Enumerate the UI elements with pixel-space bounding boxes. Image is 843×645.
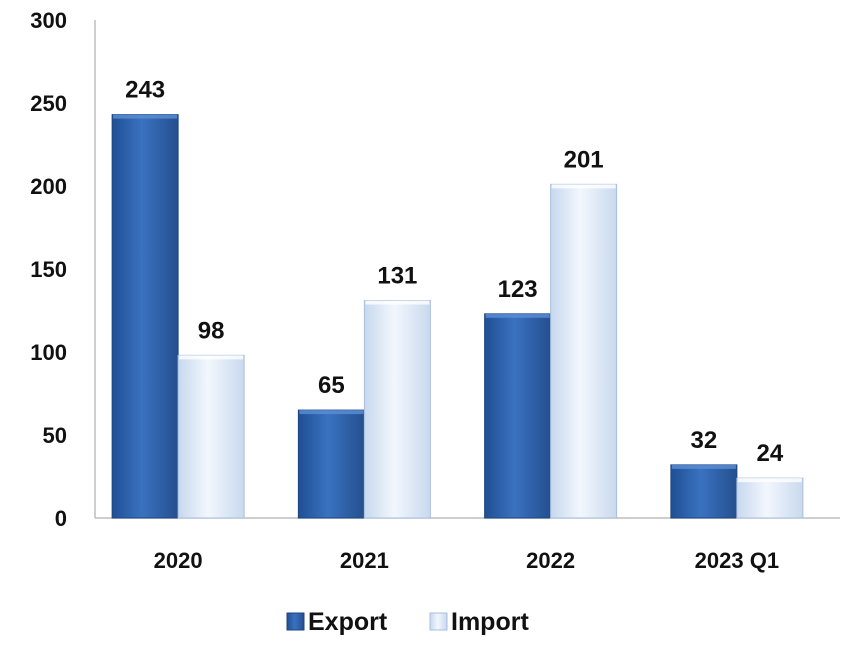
y-tick-label: 150	[30, 257, 67, 282]
y-tick-label: 0	[55, 506, 67, 531]
bar-bevel	[672, 465, 736, 469]
data-label: 65	[318, 372, 345, 399]
bar-export-2023-q1	[671, 465, 737, 518]
data-label: 32	[691, 427, 718, 454]
y-tick-label: 100	[30, 340, 67, 365]
bar-export-2020	[112, 115, 178, 518]
x-tick-label: 2020	[154, 548, 203, 573]
bar-export-2021	[298, 410, 364, 518]
legend-label-import: Import	[451, 608, 529, 636]
bar-bevel	[552, 184, 616, 188]
bar-bevel	[486, 314, 550, 318]
legend-swatch-export	[287, 613, 304, 630]
legend-label-export: Export	[308, 608, 388, 636]
legend: Export Import	[287, 608, 529, 636]
bar-import-2020	[178, 355, 244, 518]
bar-bevel	[738, 478, 802, 482]
bar-import-2023-q1	[737, 478, 803, 518]
bar-import-2021	[364, 301, 430, 518]
bar-import-2022	[551, 184, 617, 518]
bar-bevel	[365, 301, 429, 305]
y-tick-label: 50	[43, 423, 67, 448]
data-label: 131	[377, 263, 417, 290]
data-label: 201	[564, 146, 604, 173]
data-label: 98	[198, 317, 225, 344]
x-tick-label: 2021	[340, 548, 389, 573]
bars	[112, 115, 803, 518]
data-label: 24	[757, 440, 784, 467]
data-label: 123	[498, 276, 538, 303]
y-tick-label: 300	[30, 8, 67, 33]
x-tick-label: 2022	[526, 548, 575, 573]
bar-bevel	[299, 410, 363, 414]
bar-bevel	[113, 115, 177, 119]
y-tick-label: 250	[30, 91, 67, 116]
bar-bevel	[179, 355, 243, 359]
y-tick-label: 200	[30, 174, 67, 199]
legend-swatch-import	[430, 613, 447, 630]
bar-export-2022	[485, 314, 551, 518]
x-tick-label: 2023 Q1	[695, 548, 779, 573]
data-label: 243	[125, 77, 165, 104]
